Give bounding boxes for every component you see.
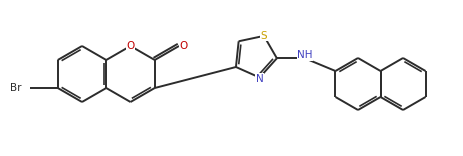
Text: NH: NH [296,50,312,60]
Text: S: S [260,31,267,41]
Text: Br: Br [10,83,22,93]
Text: O: O [180,41,188,51]
Text: O: O [126,41,134,51]
Text: N: N [255,73,263,83]
